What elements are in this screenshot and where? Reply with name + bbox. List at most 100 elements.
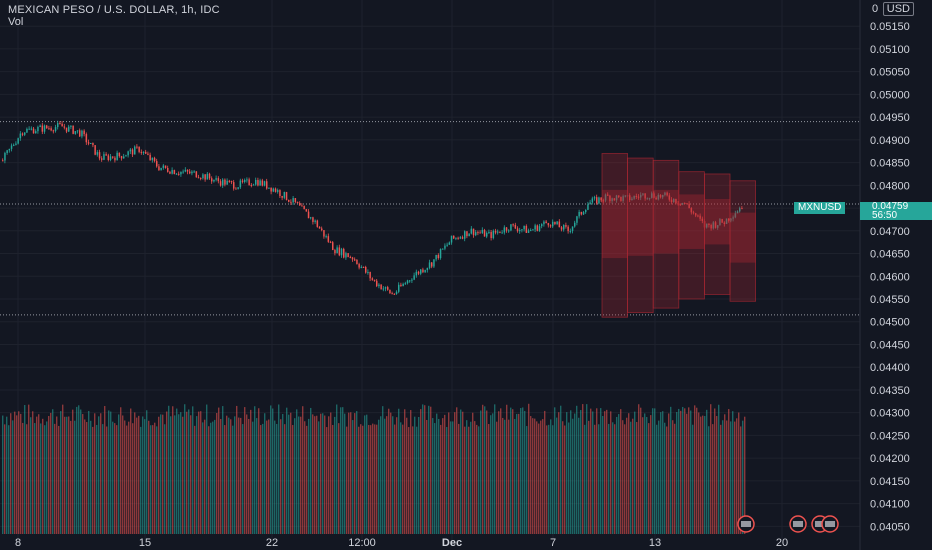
volume-bar xyxy=(296,409,298,534)
y-tick-label: 0.04600 xyxy=(870,271,910,283)
candle-body xyxy=(334,250,336,254)
volume-bar xyxy=(78,405,80,534)
candle-body xyxy=(417,271,420,274)
volume-bar xyxy=(330,412,332,534)
volume-bar xyxy=(726,420,728,534)
candle-body xyxy=(343,248,345,258)
candle-body xyxy=(134,146,136,155)
volume-bar xyxy=(54,423,56,534)
volume-bar xyxy=(194,425,196,534)
candle-body xyxy=(70,125,72,127)
volume-bar xyxy=(28,404,30,534)
candle-body xyxy=(175,173,178,175)
volume-bar xyxy=(742,420,744,534)
volume-bar xyxy=(622,420,624,534)
volume-bar xyxy=(434,423,436,534)
volume-bar xyxy=(388,408,390,534)
candle-body xyxy=(182,171,184,173)
volume-bar xyxy=(706,409,708,534)
volume-bar xyxy=(400,422,402,534)
volume-bar xyxy=(530,416,532,534)
volume-bar xyxy=(252,421,254,534)
candle-body xyxy=(52,130,55,132)
volume-bar xyxy=(482,404,484,534)
candle-body xyxy=(479,232,481,234)
candle-body xyxy=(591,198,594,203)
candle-body xyxy=(589,202,591,205)
volume-bar xyxy=(702,415,704,534)
volume-bar xyxy=(636,421,638,534)
candle-body xyxy=(523,225,525,230)
volume-bar xyxy=(500,408,502,534)
candle-body xyxy=(637,196,640,198)
candle-body xyxy=(145,151,147,154)
candle-body xyxy=(206,173,209,180)
volume-bar xyxy=(86,422,88,534)
candle-body xyxy=(686,203,688,205)
candle-body xyxy=(228,180,231,182)
volume-bar xyxy=(538,423,540,534)
candle-body xyxy=(393,293,396,295)
candle-body xyxy=(336,247,338,254)
candle-body xyxy=(659,194,662,198)
volume-bar xyxy=(82,414,84,534)
candle-body xyxy=(37,127,39,132)
volume-bar xyxy=(700,416,702,534)
candle-body xyxy=(708,223,710,225)
candle-body xyxy=(147,153,149,155)
volume-bar xyxy=(24,405,26,534)
volume-bar xyxy=(676,411,678,534)
volume-bar xyxy=(204,419,206,534)
volume-bar xyxy=(408,427,410,534)
candle-body xyxy=(503,227,506,233)
volume-bar xyxy=(548,424,550,534)
candle-body xyxy=(712,222,715,229)
volume-bar xyxy=(690,410,692,534)
candle-body xyxy=(307,211,310,219)
volume-bar xyxy=(60,411,62,534)
candle-body xyxy=(673,198,675,203)
volume-bar xyxy=(740,426,742,534)
candle-body xyxy=(732,217,734,219)
candle-body xyxy=(151,157,154,161)
volume-bar xyxy=(710,404,712,534)
candle-body xyxy=(549,225,552,227)
candle-body xyxy=(373,279,376,281)
volume-bar xyxy=(56,416,58,534)
candle-body xyxy=(338,247,341,256)
candle-body xyxy=(629,195,631,201)
volume-bar xyxy=(180,412,182,534)
currency-badge[interactable]: USD xyxy=(882,2,914,16)
volume-bar xyxy=(526,426,528,534)
candle-body xyxy=(43,125,46,132)
candle-body xyxy=(114,157,116,161)
candle-body xyxy=(167,168,169,172)
volume-bar xyxy=(300,416,302,534)
volume-bar xyxy=(324,415,326,534)
volume-bar xyxy=(684,408,686,534)
volume-bar xyxy=(188,409,190,534)
candle-body xyxy=(96,152,99,155)
candle-body xyxy=(428,262,431,268)
volume-bar xyxy=(664,422,666,534)
candle-body xyxy=(116,152,118,161)
candle-body xyxy=(387,287,389,290)
volume-bar xyxy=(570,410,572,534)
volume-bar xyxy=(320,413,322,534)
candle-body xyxy=(521,229,523,231)
volume-bar xyxy=(116,425,118,534)
candle-body xyxy=(519,229,521,232)
candle-body xyxy=(411,279,413,281)
candle-body xyxy=(486,232,488,237)
candle-body xyxy=(257,180,259,186)
candle-body xyxy=(576,216,578,223)
candle-body xyxy=(604,194,607,201)
volume-bar xyxy=(724,414,726,534)
volume-bar xyxy=(470,421,472,534)
volume-bar xyxy=(64,416,66,534)
candle-body xyxy=(398,284,400,292)
y-tick-label: 0.04550 xyxy=(870,294,910,306)
volume-bar xyxy=(582,404,584,534)
candle-body xyxy=(72,125,74,134)
